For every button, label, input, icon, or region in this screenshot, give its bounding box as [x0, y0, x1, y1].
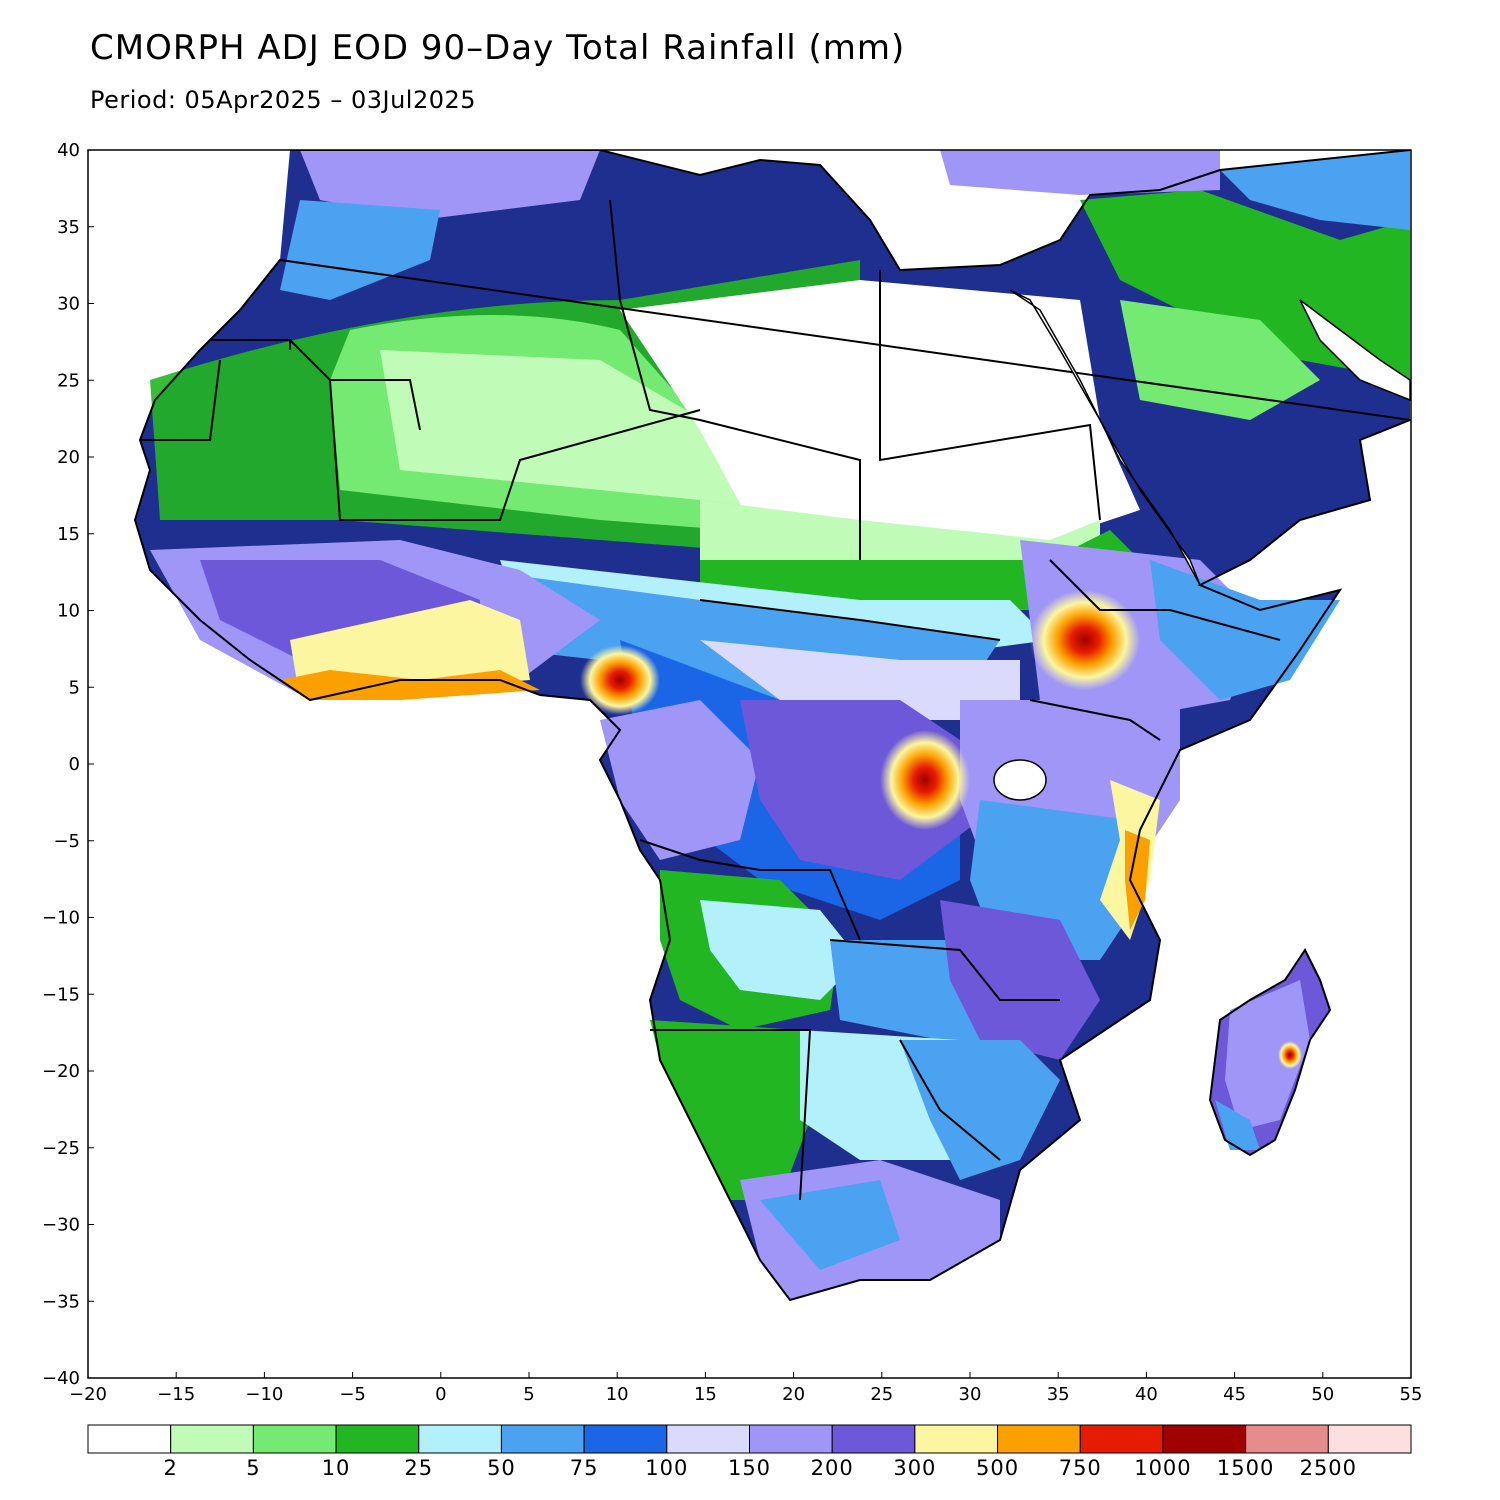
lon-tick-label: 10 [606, 1384, 629, 1405]
red-sea [1009, 289, 1201, 586]
lon-tick-label: 55 [1400, 1384, 1423, 1405]
lon-tick-label: 25 [870, 1384, 893, 1405]
legend-label: 500 [976, 1456, 1019, 1480]
hotspot-ethiopia [1030, 590, 1140, 690]
legend-label: 750 [1059, 1456, 1102, 1480]
lon-tick-label: 20 [782, 1384, 805, 1405]
chart-title: CMORPH ADJ EOD 90–Day Total Rainfall (mm… [90, 28, 906, 68]
lat-tick-label: −10 [42, 908, 80, 929]
legend-label: 300 [893, 1456, 936, 1480]
lat-tick-label: −25 [42, 1138, 80, 1159]
lat-tick-label: −35 [42, 1291, 80, 1312]
legend-label: 2500 [1300, 1456, 1357, 1480]
hotspot-congo-east [880, 730, 970, 830]
map-area [133, 150, 1411, 1302]
legend-label: 25 [404, 1456, 433, 1480]
axis-ticks: −20 −15 −10 −5 0 5 10 15 20 25 30 35 40 45 50 554035302… [42, 140, 1422, 1405]
hotspot-madagascar [1278, 1041, 1302, 1069]
country-borders [140, 199, 1281, 1201]
lat-tick-label: −5 [53, 831, 80, 852]
legend-swatch [335, 1424, 420, 1454]
lat-tick-label: 0 [69, 754, 80, 775]
legend: 2 5 10 25 50 75 100 150 200 300 500 750 1000 1500 2500 [87, 1424, 1412, 1480]
lon-tick-label: 40 [1135, 1384, 1158, 1405]
persian-gulf [1299, 299, 1411, 402]
lon-tick-label: 50 [1311, 1384, 1334, 1405]
legend-swatch [997, 1424, 1081, 1454]
lat-tick-label: 5 [69, 677, 80, 698]
lat-tick-label: 40 [57, 140, 80, 161]
madagascar-coastline [1208, 948, 1332, 1157]
lon-tick-label: 30 [959, 1384, 982, 1405]
lon-tick-label: 45 [1223, 1384, 1246, 1405]
legend-swatch [831, 1424, 916, 1454]
legend-swatch [749, 1424, 833, 1454]
lon-tick-label: −20 [69, 1384, 107, 1405]
lat-tick-label: 35 [57, 217, 80, 238]
legend-label: 10 [322, 1456, 351, 1480]
legend-swatch [500, 1424, 585, 1454]
legend-swatch [914, 1424, 999, 1454]
legend-swatch [418, 1424, 502, 1454]
rainfall-bands [150, 150, 1410, 1300]
legend-swatch [252, 1424, 337, 1454]
legend-swatch [87, 1424, 172, 1454]
legend-label: 75 [570, 1456, 599, 1480]
lon-tick-label: −10 [245, 1384, 283, 1405]
legend-swatch [583, 1424, 668, 1454]
legend-swatch [1245, 1424, 1329, 1454]
chart-subtitle: Period: 05Apr2025 – 03Jul2025 [90, 86, 477, 114]
legend-label: 50 [487, 1456, 516, 1480]
lat-tick-label: 10 [57, 601, 80, 622]
legend-label: 1500 [1217, 1456, 1274, 1480]
lat-tick-label: 20 [57, 447, 80, 468]
legend-label: 5 [246, 1456, 260, 1480]
lat-tick-label: −20 [42, 1061, 80, 1082]
lat-tick-label: 30 [57, 294, 80, 315]
lake-victoria [993, 759, 1047, 801]
legend-swatch [666, 1424, 750, 1454]
lon-tick-label: −15 [157, 1384, 195, 1405]
legend-label: 200 [811, 1456, 854, 1480]
lon-tick-label: 0 [435, 1384, 446, 1405]
lon-tick-label: 35 [1047, 1384, 1070, 1405]
legend-label: 100 [645, 1456, 688, 1480]
lon-tick-label: 5 [523, 1384, 534, 1405]
legend-swatch [1327, 1424, 1412, 1454]
legend-label: 1000 [1134, 1456, 1191, 1480]
lon-tick-label: −5 [339, 1384, 366, 1405]
legend-label: 2 [164, 1456, 178, 1480]
lat-tick-label: 25 [57, 370, 80, 391]
lat-tick-label: 15 [57, 524, 80, 545]
lat-tick-label: −15 [42, 984, 80, 1005]
legend-swatch [170, 1424, 254, 1454]
lon-tick-label: 15 [694, 1384, 717, 1405]
hotspot-cameroon [580, 645, 660, 715]
legend-swatch [1162, 1424, 1247, 1454]
africa-coastline [133, 150, 1411, 1302]
legend-swatch [1079, 1424, 1164, 1454]
legend-label: 150 [728, 1456, 771, 1480]
lat-tick-label: −30 [42, 1215, 80, 1236]
lat-tick-label: −40 [42, 1368, 80, 1389]
